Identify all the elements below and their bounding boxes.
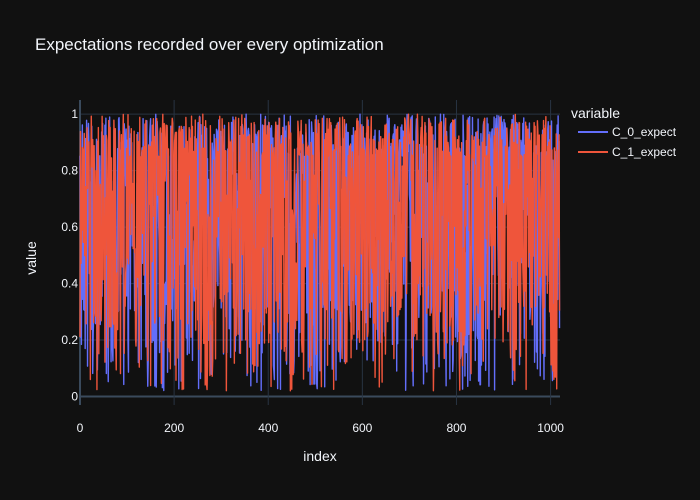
y-tick-label: 0: [71, 390, 78, 404]
x-tick-label: 0: [77, 421, 84, 435]
y-axis-title: value: [23, 241, 39, 275]
y-axis-ticks: 0 0.2 0.4 0.6 0.8 1: [61, 107, 78, 403]
y-tick-label: 0.8: [61, 164, 78, 178]
legend-label-c1: C_1_expect: [612, 145, 677, 159]
x-axis-ticks: 0 200 400 600 800 1000: [77, 421, 565, 435]
series-layer: [79, 113, 561, 392]
series-line-c1: [79, 113, 561, 392]
y-tick-label: 1: [71, 107, 78, 121]
x-axis-title: index: [303, 448, 336, 464]
x-tick-label: 1000: [537, 421, 564, 435]
y-tick-label: 0.2: [61, 333, 78, 347]
x-tick-label: 400: [258, 421, 278, 435]
legend-item-c0[interactable]: C_0_expect: [578, 125, 677, 139]
y-tick-label: 0.4: [61, 277, 78, 291]
x-tick-label: 200: [164, 421, 184, 435]
x-tick-label: 600: [352, 421, 372, 435]
x-tick-label: 800: [446, 421, 466, 435]
legend: variable C_0_expect C_1_expect: [571, 105, 677, 159]
legend-item-c1[interactable]: C_1_expect: [578, 145, 677, 159]
y-tick-label: 0.6: [61, 220, 78, 234]
legend-label-c0: C_0_expect: [612, 125, 677, 139]
chart-title: Expectations recorded over every optimiz…: [35, 35, 384, 54]
legend-title: variable: [571, 105, 620, 121]
